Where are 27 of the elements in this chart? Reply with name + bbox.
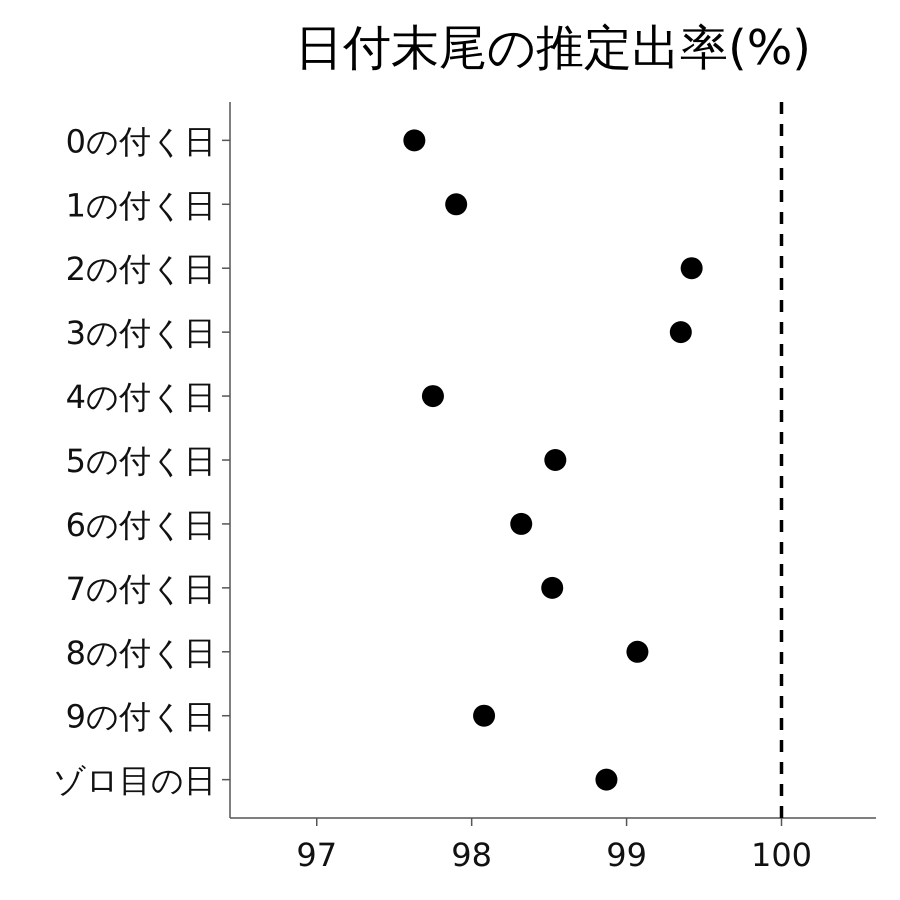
y-tick-label: 1の付く日 — [66, 186, 216, 224]
point — [541, 576, 564, 599]
point — [595, 768, 618, 791]
y-tick-label: 8の付く日 — [66, 634, 216, 672]
chart-title: 日付末尾の推定出率(%) — [294, 20, 812, 76]
y-tick-label: ゾロ目の日 — [53, 762, 216, 800]
x-tick-label: 97 — [296, 836, 338, 874]
y-tick-label: 7の付く日 — [66, 570, 216, 608]
y-tick-label: 5の付く日 — [66, 442, 216, 480]
point — [445, 193, 468, 216]
point — [626, 640, 648, 663]
point — [510, 512, 532, 535]
x-tick-label: 99 — [606, 836, 647, 874]
y-tick-label: 3の付く日 — [66, 314, 216, 352]
point — [403, 129, 426, 152]
x-tick-label: 98 — [451, 836, 492, 874]
point — [544, 449, 566, 471]
y-tick-label: 0の付く日 — [66, 122, 216, 160]
y-tick-label: 6の付く日 — [66, 506, 216, 544]
point — [473, 704, 496, 727]
point — [670, 321, 692, 344]
x-tick-label: 100 — [750, 836, 812, 874]
y-tick-label: 4の付く日 — [66, 378, 216, 416]
point — [422, 385, 444, 408]
y-tick-label: 2の付く日 — [66, 250, 216, 288]
point — [680, 257, 703, 280]
y-tick-label: 9の付く日 — [66, 698, 216, 736]
